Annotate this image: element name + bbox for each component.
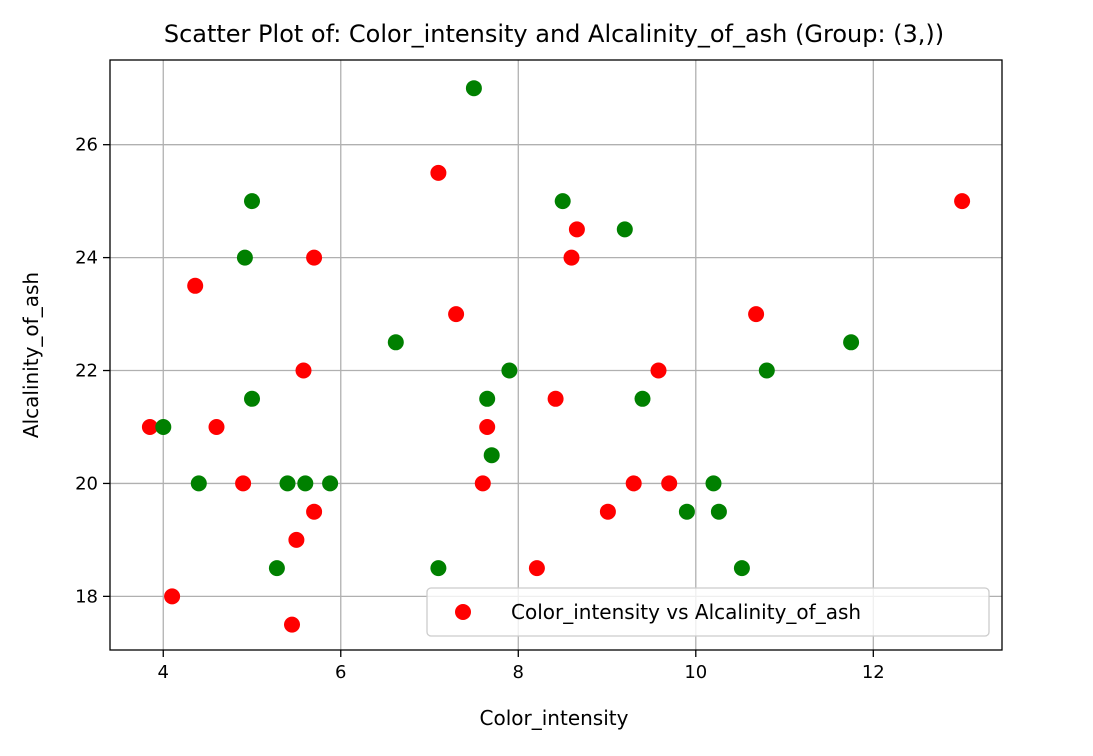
data-point-red bbox=[164, 588, 181, 605]
data-point-red bbox=[187, 277, 204, 294]
data-point-red bbox=[563, 249, 580, 266]
data-point-green bbox=[710, 503, 727, 520]
data-point-green bbox=[554, 193, 571, 210]
data-point-red bbox=[528, 560, 545, 577]
data-point-red bbox=[479, 419, 496, 435]
data-point-green bbox=[190, 475, 207, 492]
x-tick-label: 10 bbox=[684, 662, 707, 683]
data-point-green bbox=[678, 503, 695, 520]
data-point-red bbox=[599, 503, 616, 520]
data-point-green bbox=[616, 221, 633, 238]
data-point-red bbox=[284, 616, 300, 633]
data-point-green bbox=[387, 334, 404, 351]
data-point-green bbox=[244, 193, 260, 210]
data-point-green bbox=[733, 560, 750, 577]
data-point-green bbox=[279, 475, 296, 492]
data-point-green bbox=[705, 475, 722, 492]
data-point-green bbox=[479, 390, 496, 407]
data-point-red bbox=[547, 390, 564, 407]
data-point-red bbox=[474, 475, 491, 492]
grid-lines bbox=[110, 60, 1002, 650]
plot-area-frame bbox=[109, 59, 1003, 651]
y-axis-ticks: 18 20 22 24 26 bbox=[75, 135, 110, 607]
x-axis-ticks: 4 6 8 10 12 bbox=[158, 650, 885, 683]
data-point-green bbox=[465, 80, 482, 97]
data-point-green bbox=[155, 419, 172, 435]
y-tick-label: 26 bbox=[75, 135, 98, 156]
data-point-green bbox=[483, 447, 500, 464]
chart-title: Scatter Plot of: Color_intensity and Alc… bbox=[164, 20, 944, 48]
data-point-red bbox=[748, 306, 765, 323]
data-point-green bbox=[430, 560, 447, 577]
y-tick-label: 18 bbox=[75, 586, 98, 607]
legend: Color_intensity vs Alcalinity_of_ash bbox=[426, 587, 990, 637]
data-point-red bbox=[306, 503, 323, 520]
x-tick-label: 12 bbox=[862, 662, 885, 683]
data-point-red bbox=[141, 419, 158, 435]
data-point-green bbox=[843, 334, 860, 351]
data-point-green bbox=[236, 249, 253, 266]
data-point-green bbox=[244, 390, 260, 407]
y-tick-label: 20 bbox=[75, 473, 98, 494]
data-point-red bbox=[288, 531, 305, 548]
data-point-red bbox=[295, 362, 312, 379]
data-point-red bbox=[954, 193, 971, 210]
data-point-green bbox=[297, 475, 314, 492]
legend-label: Color_intensity vs Alcalinity_of_ash bbox=[511, 600, 861, 624]
x-axis-label: Color_intensity bbox=[480, 706, 629, 730]
data-point-green bbox=[758, 362, 775, 379]
x-tick-label: 6 bbox=[335, 662, 346, 683]
data-point-red bbox=[625, 475, 642, 492]
data-point-red bbox=[568, 221, 585, 238]
x-tick-label: 8 bbox=[513, 662, 524, 683]
data-point-red bbox=[650, 362, 667, 379]
data-point-red bbox=[661, 475, 678, 492]
y-axis-label: Alcalinity_of_ash bbox=[19, 272, 43, 438]
data-point-red bbox=[235, 475, 252, 492]
legend-marker-red bbox=[455, 604, 471, 620]
data-point-green bbox=[501, 362, 518, 379]
y-tick-label: 22 bbox=[75, 361, 98, 382]
data-point-red bbox=[306, 249, 323, 266]
data-point-green bbox=[268, 560, 285, 577]
data-point-red bbox=[208, 419, 225, 435]
x-tick-label: 4 bbox=[158, 662, 169, 683]
data-point-red bbox=[448, 306, 465, 323]
data-points bbox=[141, 80, 971, 633]
legend-box bbox=[426, 587, 990, 637]
data-point-red bbox=[430, 164, 447, 181]
data-point-green bbox=[634, 390, 651, 407]
data-point-green bbox=[322, 475, 339, 492]
y-tick-label: 24 bbox=[75, 248, 98, 269]
